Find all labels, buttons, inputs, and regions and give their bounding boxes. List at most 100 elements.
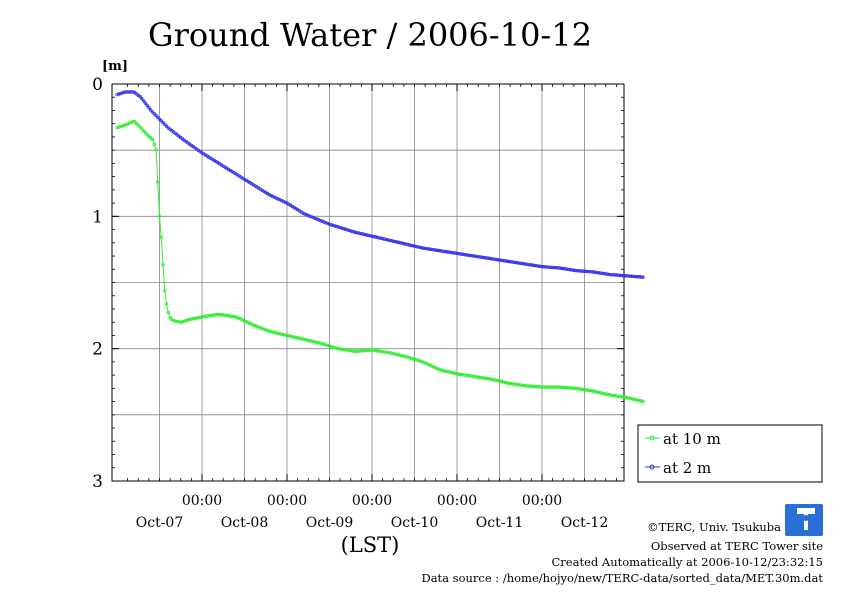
data-point [140,127,144,131]
data-point [340,347,344,351]
x-tick-time-label: 00:00 [182,493,222,509]
data-point [398,353,403,357]
data-point [361,348,365,353]
data-point [356,231,360,235]
data-point [451,251,456,255]
data-point [288,334,293,338]
data-point [559,385,564,389]
data-point [131,119,135,124]
data-point [333,224,337,228]
legend-box [637,424,823,483]
data-point [326,343,330,348]
data-point [497,258,502,262]
data-point [563,385,567,390]
y-tick-label: 0 [92,75,103,95]
data-point [437,248,441,253]
data-point [163,122,167,127]
data-point [503,259,507,263]
data-point [435,248,440,253]
data-point [411,357,415,361]
data-point [228,314,233,318]
data-point [627,396,631,400]
data-point [635,398,640,402]
data-point [476,375,480,379]
data-point [458,252,463,256]
data-point [453,371,457,376]
data-point [439,249,443,253]
data-point [122,90,126,95]
data-point [230,314,234,319]
data-point [604,272,608,276]
data-point [428,247,433,251]
data-point [372,234,376,239]
data-point [639,399,643,403]
data-point [414,244,418,249]
data-point [605,392,610,397]
data-point [194,316,199,320]
data-point [543,385,548,389]
data-point [347,228,351,233]
data-point [559,266,564,271]
data-point [393,239,397,244]
data-point [531,384,535,389]
data-point [127,90,132,94]
data-point [604,392,608,396]
data-point [568,268,573,272]
data-point [462,252,466,257]
data-point [326,221,330,226]
data-point [625,274,629,278]
data-point [618,394,622,399]
data-point [226,314,231,318]
data-point [407,243,411,247]
data-point [513,260,518,265]
x-tick-date-label: Oct-11 [476,515,524,531]
data-point [409,243,413,247]
data-point [483,376,488,380]
data-point [349,348,353,353]
data-point [395,352,399,357]
data-point [350,349,355,353]
data-point [533,384,537,389]
data-point [391,351,395,356]
data-point [449,370,454,375]
data-point [133,120,137,124]
y-axis-unit: [m] [102,59,128,74]
data-point [313,340,318,344]
data-point [478,255,482,259]
data-point [501,258,505,263]
data-point [166,311,171,315]
data-point [465,373,470,378]
data-point [527,262,532,267]
x-tick-time-label: 00:00 [437,493,477,509]
footer-created: Created Automatically at 2006-10-12/23:3… [552,555,824,569]
data-point [368,348,372,352]
data-point [363,232,367,237]
data-point [442,249,447,254]
data-point [526,384,530,388]
data-point [345,348,349,352]
data-point [494,257,498,262]
data-point [177,320,181,324]
data-point [496,258,500,262]
x-tick-date-label: Oct-10 [391,515,439,531]
data-point [573,268,578,273]
data-point [506,381,511,385]
data-point [253,323,257,328]
data-point [386,238,390,242]
data-point [504,259,509,263]
data-point [591,389,596,393]
data-point [611,273,615,277]
data-point [589,270,594,274]
footer-source: Data source : /home/hojyo/new/TERC-data/… [421,571,823,585]
data-point [318,218,323,223]
data-point [423,246,427,251]
data-point [338,347,342,351]
data-point [598,271,603,275]
data-point [216,312,220,317]
data-point [400,353,404,358]
data-point [481,255,486,260]
data-point [487,377,491,381]
data-point [497,379,502,383]
data-point [458,372,463,377]
data-point [444,369,449,374]
